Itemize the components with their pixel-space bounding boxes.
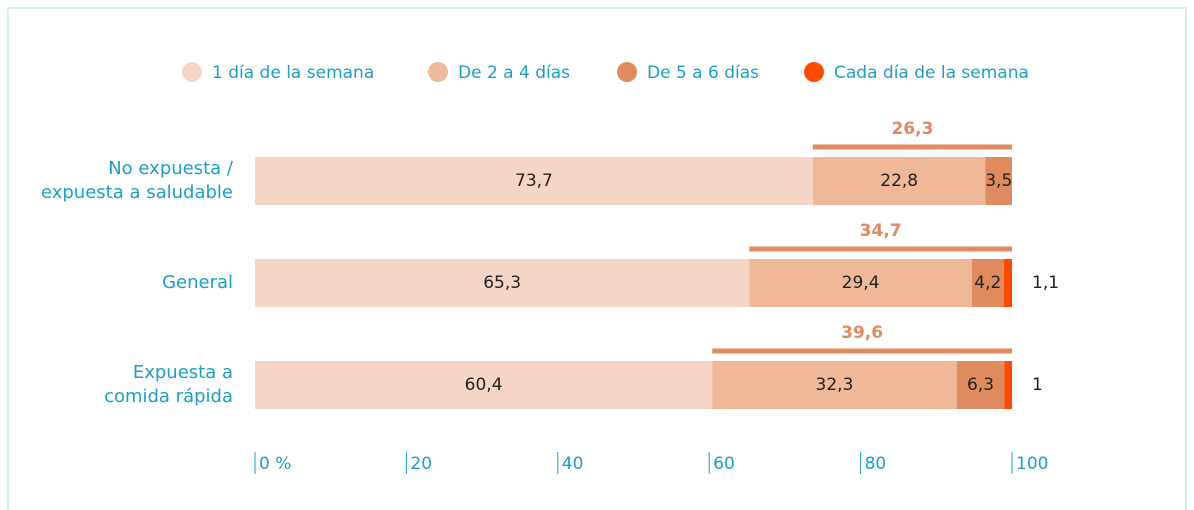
bar-segment <box>712 361 957 409</box>
value-label: 60,4 <box>465 375 503 395</box>
bar-segment <box>971 259 1004 307</box>
legend-swatch <box>804 62 824 82</box>
bar-segment <box>956 361 1005 409</box>
legend-swatch <box>428 62 448 82</box>
value-label: 6,3 <box>967 375 994 395</box>
x-tick-label: 20 <box>410 454 432 474</box>
value-label: 32,3 <box>816 375 854 395</box>
legend-label: De 2 a 4 días <box>458 63 570 83</box>
frame <box>7 7 1187 510</box>
bar-segment <box>812 157 986 205</box>
value-label: 29,4 <box>842 273 880 293</box>
bar-segment <box>1004 361 1012 409</box>
category-label: No expuesta / expuesta a saludable <box>40 158 233 203</box>
value-label: 4,2 <box>974 273 1001 293</box>
x-tick-label: 60 <box>713 454 735 474</box>
x-tick-label: 80 <box>865 454 887 474</box>
bar-segment <box>985 157 1012 205</box>
bracket-label: 34,7 <box>860 221 902 241</box>
bar-segment <box>255 361 713 409</box>
bar-segment <box>255 259 750 307</box>
value-label: 3,5 <box>985 171 1012 191</box>
x-tick-label: 100 <box>1016 454 1048 474</box>
value-label: 1 <box>1032 375 1043 395</box>
legend-swatch <box>617 62 637 82</box>
legend-label: 1 día de la semana <box>212 63 374 83</box>
value-label: 65,3 <box>483 273 521 293</box>
category-label: General <box>162 272 233 293</box>
bar-segment <box>255 157 813 205</box>
x-tick-label: 40 <box>562 454 584 474</box>
bar-segment <box>1003 259 1012 307</box>
value-label: 73,7 <box>515 171 553 191</box>
legend-label: Cada día de la semana <box>834 63 1029 83</box>
bracket-label: 39,6 <box>841 323 883 343</box>
value-label: 1,1 <box>1032 273 1059 293</box>
legend-swatch <box>182 62 202 82</box>
legend-label: De 5 a 6 días <box>647 63 759 83</box>
x-tick-label: 0 % <box>259 454 291 474</box>
bracket-label: 26,3 <box>891 119 933 139</box>
value-label: 22,8 <box>880 171 918 191</box>
bar-segment <box>749 259 972 307</box>
category-label: Expuesta a comida rápida <box>104 362 233 407</box>
